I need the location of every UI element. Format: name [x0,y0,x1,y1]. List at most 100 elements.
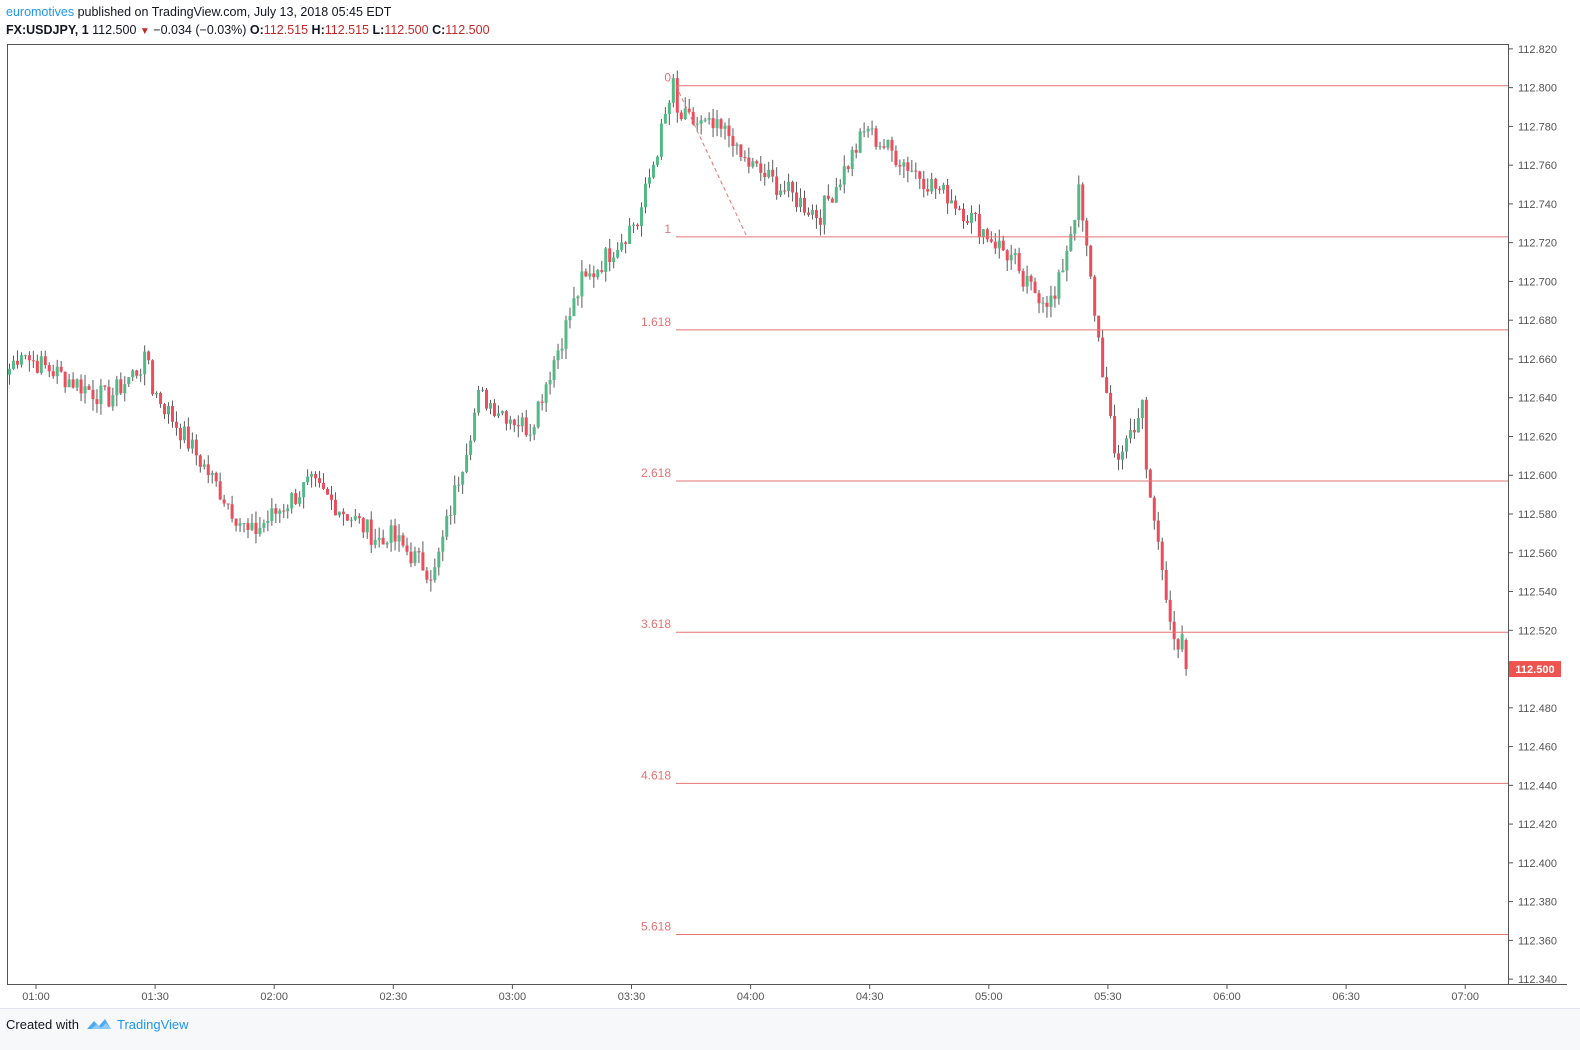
candle-up [39,356,43,373]
candle-down [15,360,19,365]
candle-down [504,411,508,424]
candle-up [950,200,954,204]
candle-up [544,384,548,403]
chart-area[interactable]: 112.820 112.800 112.780 112.760 112.740 112.7… [7,44,1567,1006]
high-label: H: [311,23,325,37]
candle-down [1081,184,1085,221]
y-tick-label: 112.460 [1518,742,1557,754]
tradingview-logo-icon[interactable] [86,1016,112,1032]
candle-down [417,551,421,553]
author-link[interactable]: euromotives [6,5,75,19]
candle-up [266,520,270,524]
candle-up [1180,634,1184,650]
candle-down [1089,245,1093,277]
candle-up [695,123,699,125]
candle-down [1029,275,1033,282]
candle-up [528,434,532,436]
x-tick-label: 03:30 [618,991,646,1003]
candle-up [508,419,512,424]
candle-down [691,111,695,125]
candle-up [1057,272,1061,299]
candle-up [1073,219,1077,234]
candle-up [969,212,973,223]
candle-down [222,499,226,504]
candle-down [1168,599,1172,622]
created-with-text: Created with [6,1017,79,1032]
candle-down [254,522,258,534]
candle-up [667,102,671,115]
fib-level-label: 3.618 [641,617,671,631]
candle-down [206,464,210,476]
candle-down [1093,276,1097,316]
candle-down [516,425,520,427]
candle-up [564,320,568,349]
candle-up [576,296,580,299]
candle-up [1136,418,1140,433]
candle-up [568,316,572,321]
candle-up [115,379,119,396]
candle-up [612,257,616,263]
publish-line: euromotives published on TradingView.com… [6,3,1566,21]
candle-down [170,405,174,422]
candlestick-chart[interactable]: 112.820 112.800 112.780 112.760 112.740 112.7… [7,44,1567,1006]
fib-level-label: 1.618 [641,315,671,329]
candle-up [632,224,636,226]
candle-down [485,389,488,409]
candle-up [298,497,302,504]
x-tick-label: 04:30 [856,991,884,1003]
candle-up [902,162,906,167]
x-tick-label: 01:30 [141,991,169,1003]
candle-up [202,464,206,467]
candle-up [699,120,703,124]
candle-up [182,426,186,441]
y-tick-label: 112.800 [1518,83,1557,95]
y-tick-label: 112.720 [1518,238,1557,250]
y-tick-label: 112.680 [1518,315,1557,327]
candle-up [258,527,262,534]
candle-up [997,240,1001,249]
candle-down [918,171,922,179]
candle-down [341,511,345,515]
candle-down [226,503,230,505]
candle-up [552,360,556,380]
candle-down [345,514,349,521]
candle-down [763,172,767,178]
high-value: 112.515 [324,23,370,37]
candle-down [329,494,333,500]
candle-up [580,271,584,297]
candle-up [190,439,194,449]
y-tick-label: 112.480 [1518,703,1557,715]
candle-down [107,386,111,407]
candle-up [942,184,946,190]
candle-down [1109,392,1113,417]
tradingview-link[interactable]: TradingView [117,1017,189,1032]
candle-down [151,360,155,395]
candle-down [369,519,373,545]
candle-down [826,195,830,199]
candle-down [1184,639,1188,670]
candle-up [810,210,814,215]
candle-down [818,217,822,225]
candle-down [401,535,405,546]
candle-down [1117,453,1121,460]
candle-up [604,248,608,272]
candle-up [723,125,727,129]
candle-up [99,385,103,405]
candle-up [910,170,914,172]
candle-down [333,499,337,516]
published-text: published on TradingView.com, July 13, 2… [74,5,392,19]
candle-down [186,426,190,449]
candle-up [647,177,651,184]
candle-down [846,166,850,169]
candle-down [1113,416,1117,454]
candle-up [683,108,687,120]
candle-up [278,510,282,514]
candle-up [155,392,159,395]
candle-down [119,379,123,394]
y-tick-label: 112.600 [1518,470,1557,482]
candle-down [1132,430,1136,433]
candle-down [51,371,55,377]
candle-down [946,184,950,204]
y-tick-label: 112.400 [1518,858,1557,870]
candle-down [361,518,365,533]
